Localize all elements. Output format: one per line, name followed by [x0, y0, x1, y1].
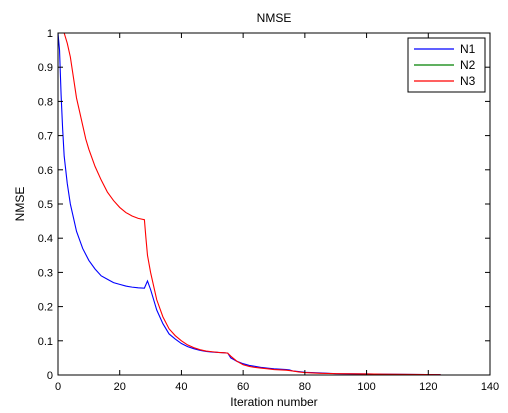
x-tick-label: 100 — [357, 381, 375, 393]
y-tick-label: 0.4 — [38, 233, 53, 245]
y-tick-label: 0.9 — [38, 62, 53, 74]
legend-label-n3: N3 — [460, 74, 476, 88]
x-tick-label: 0 — [55, 381, 61, 393]
y-tick-label: 0 — [47, 370, 53, 382]
y-tick-label: 0.5 — [38, 199, 53, 211]
y-tick-label: 0.3 — [38, 267, 53, 279]
y-tick-label: 1 — [47, 28, 53, 40]
series-line-n1 — [58, 32, 441, 376]
x-tick-label: 20 — [114, 381, 126, 393]
x-tick-label: 80 — [299, 381, 311, 393]
x-tick-label: 140 — [481, 381, 499, 393]
x-axis-label: Iteration number — [230, 395, 317, 409]
y-tick-label: 0.2 — [38, 302, 53, 314]
x-tick-label: 60 — [237, 381, 249, 393]
tick-layer: 0 20 40 60 80 100 120 140 0 0.1 0.2 0.3 0.4 0.5 0.6 0.7… — [38, 28, 499, 393]
y-axis-label: NMSE — [13, 187, 27, 222]
series-line-n3 — [61, 32, 441, 376]
x-tick-label: 120 — [419, 381, 437, 393]
y-tick-label: 0.1 — [38, 336, 53, 348]
legend: N1 N2 N3 — [407, 37, 486, 93]
legend-label-n1: N1 — [460, 42, 476, 56]
x-tick-label: 40 — [175, 381, 187, 393]
y-tick-label: 0.8 — [38, 96, 53, 108]
chart-title: NMSE — [257, 11, 292, 25]
legend-label-n2: N2 — [460, 58, 476, 72]
y-tick-label: 0.7 — [38, 131, 53, 143]
y-tick-label: 0.6 — [38, 165, 53, 177]
